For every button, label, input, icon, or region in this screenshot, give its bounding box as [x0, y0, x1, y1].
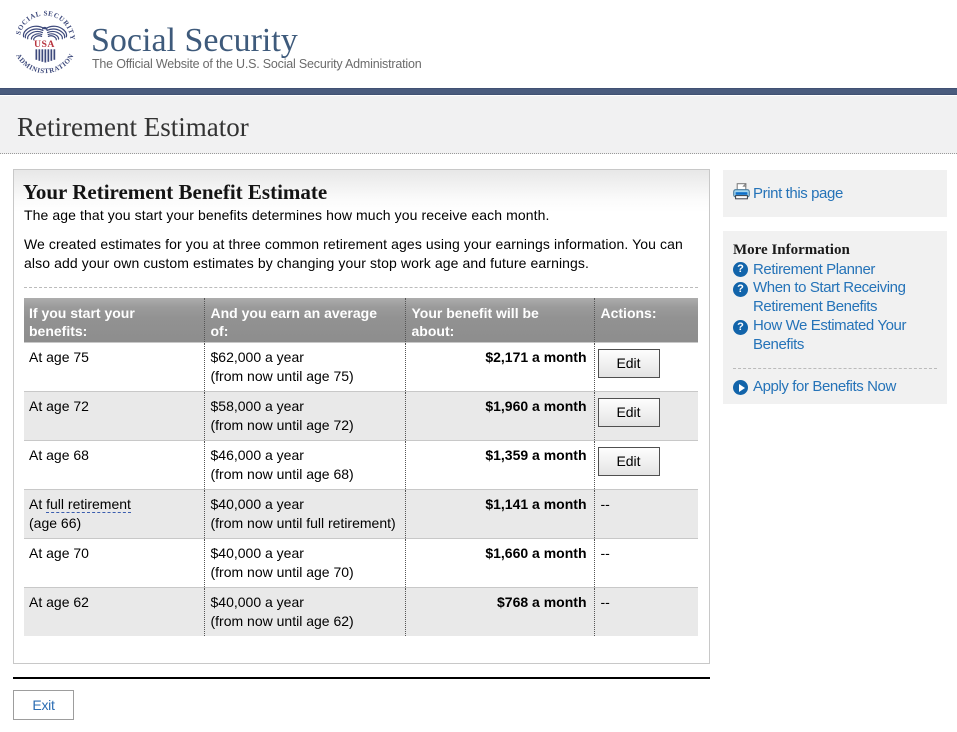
- svg-text:USA: USA: [34, 39, 55, 50]
